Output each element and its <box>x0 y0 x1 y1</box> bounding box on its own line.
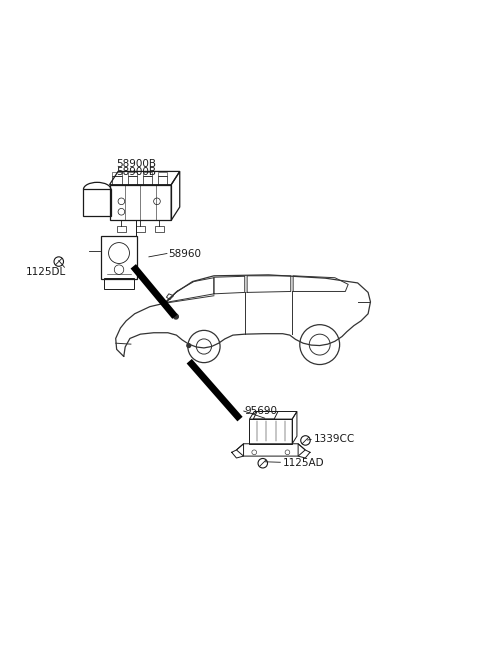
Bar <box>109 185 171 220</box>
Bar <box>104 278 134 289</box>
Text: 1125DL: 1125DL <box>25 267 66 277</box>
Bar <box>250 419 292 443</box>
Bar <box>101 236 137 279</box>
Bar <box>128 176 137 185</box>
Bar <box>158 176 168 185</box>
Text: 58900B: 58900B <box>116 167 156 177</box>
Text: 1339CC: 1339CC <box>313 434 355 445</box>
Bar <box>136 226 145 232</box>
Bar <box>112 176 122 185</box>
Text: 1125AD: 1125AD <box>283 459 324 468</box>
Bar <box>158 173 168 176</box>
Circle shape <box>174 314 179 319</box>
Bar <box>143 173 152 176</box>
Bar <box>84 190 111 216</box>
Text: 95690: 95690 <box>245 405 278 415</box>
Bar <box>117 226 126 232</box>
Bar <box>155 226 164 232</box>
Circle shape <box>187 344 191 348</box>
Bar <box>128 173 137 176</box>
Bar <box>143 176 152 185</box>
Text: 58900B: 58900B <box>116 159 156 169</box>
Text: 58960: 58960 <box>168 249 201 258</box>
Bar <box>112 173 122 176</box>
